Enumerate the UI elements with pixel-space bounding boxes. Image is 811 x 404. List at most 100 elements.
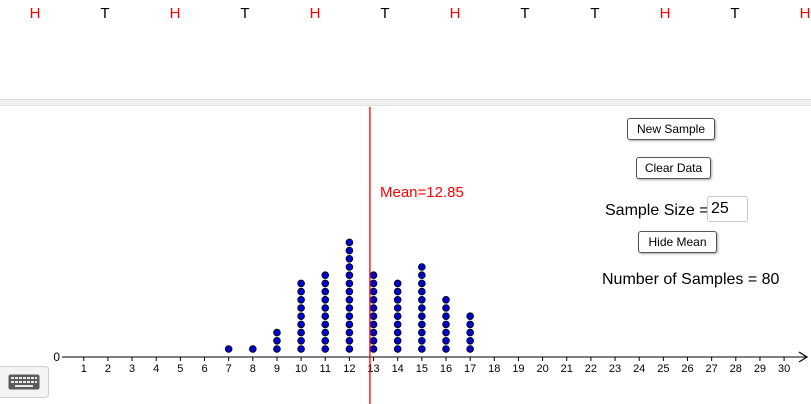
- data-dot: [418, 263, 426, 271]
- x-tick-label: 20: [536, 363, 548, 375]
- x-tick-label: 26: [681, 363, 693, 375]
- data-dot: [418, 279, 426, 288]
- x-tick-label: 23: [609, 363, 621, 375]
- data-dot: [369, 271, 378, 280]
- data-dot: [273, 345, 281, 353]
- hide-mean-button[interactable]: Hide Mean: [638, 231, 717, 253]
- coin-flip-tails: T: [730, 5, 740, 22]
- x-tick-label: 10: [295, 363, 307, 375]
- data-dot: [345, 279, 354, 288]
- data-dot: [393, 304, 402, 312]
- data-dot: [345, 246, 354, 255]
- data-dot: [321, 312, 330, 321]
- x-tick-label: 1: [81, 363, 87, 375]
- number-of-samples-label: Number of Samples = 80: [602, 271, 780, 288]
- data-dot: [393, 279, 402, 288]
- data-dot: [369, 312, 378, 321]
- data-dot: [393, 320, 402, 329]
- data-dot: [369, 304, 378, 312]
- data-dot: [273, 328, 281, 337]
- x-tick-label: 25: [657, 363, 669, 375]
- data-dot: [418, 287, 426, 296]
- data-dot: [442, 295, 450, 304]
- data-dot: [297, 287, 305, 296]
- x-tick-label: 21: [561, 363, 573, 375]
- data-dot: [321, 345, 330, 353]
- data-dot: [297, 320, 305, 329]
- data-dot: [418, 304, 426, 312]
- data-dot: [345, 345, 354, 353]
- data-dot: [466, 320, 474, 329]
- sample-size-label: Sample Size =: [605, 202, 709, 219]
- data-dot: [345, 254, 354, 263]
- data-dot: [297, 304, 305, 312]
- x-tick-label: 28: [730, 363, 742, 375]
- data-dot: [321, 287, 330, 296]
- data-dot: [345, 304, 354, 312]
- x-tick-label: 29: [754, 363, 766, 375]
- data-dot: [466, 328, 474, 337]
- data-dot: [345, 312, 354, 321]
- data-dot: [466, 345, 474, 353]
- x-tick-label: 7: [226, 363, 232, 375]
- sample-size-input[interactable]: 25: [707, 196, 748, 222]
- data-dot: [297, 312, 305, 321]
- x-tick-label: 16: [440, 363, 452, 375]
- data-dot: [345, 328, 354, 337]
- data-dot: [345, 263, 354, 271]
- data-dot: [345, 295, 354, 304]
- mean-label: Mean=12.85: [380, 184, 464, 201]
- x-tick-label: 22: [585, 363, 597, 375]
- x-tick-label: 30: [778, 363, 790, 375]
- x-tick-label: 14: [392, 363, 404, 375]
- data-dot: [418, 295, 426, 304]
- data-dot: [393, 295, 402, 304]
- x-tick-label: 6: [201, 363, 207, 375]
- data-dot: [321, 304, 330, 312]
- coin-flip-heads: H: [659, 5, 671, 22]
- data-dot: [418, 328, 426, 337]
- data-dot: [369, 336, 378, 345]
- data-dot: [466, 336, 474, 345]
- x-tick-label: 11: [320, 363, 331, 375]
- data-dot: [345, 320, 354, 329]
- data-dot: [369, 320, 378, 329]
- data-dot: [297, 295, 305, 304]
- data-dot: [442, 312, 450, 321]
- x-tick-label: 27: [706, 363, 718, 375]
- data-dot: [369, 287, 378, 296]
- data-dot: [369, 295, 378, 304]
- data-dot: [466, 312, 474, 321]
- data-dot: [442, 320, 450, 329]
- data-dot: [393, 287, 402, 296]
- x-tick-label: 15: [416, 363, 428, 375]
- data-dot: [442, 328, 450, 337]
- x-tick-label: 17: [464, 363, 476, 375]
- data-dot: [393, 345, 402, 353]
- x-tick-label: 12: [343, 363, 355, 375]
- data-dot: [393, 312, 402, 321]
- keyboard-toggle-button[interactable]: [0, 366, 49, 398]
- coin-flip-tails: T: [380, 5, 390, 22]
- data-dot: [345, 238, 354, 247]
- data-dot: [321, 271, 330, 280]
- data-dot: [249, 345, 257, 353]
- coin-flip-tails: T: [240, 5, 250, 22]
- data-dot: [345, 287, 354, 296]
- x-tick-label: 18: [488, 363, 500, 375]
- clear-data-button[interactable]: Clear Data: [636, 157, 711, 179]
- data-dot: [393, 328, 402, 337]
- coin-flip-tails: T: [520, 5, 530, 22]
- data-dot: [418, 312, 426, 321]
- data-dot: [418, 345, 426, 353]
- coin-flip-tails: T: [100, 5, 110, 22]
- x-tick-label: 2: [105, 363, 111, 375]
- data-dot: [369, 328, 378, 337]
- data-dot: [321, 320, 330, 329]
- x-tick-label: 3: [129, 363, 135, 375]
- new-sample-button[interactable]: New Sample: [627, 118, 715, 140]
- x-axis-arrow: [798, 351, 809, 363]
- data-dot: [321, 328, 330, 337]
